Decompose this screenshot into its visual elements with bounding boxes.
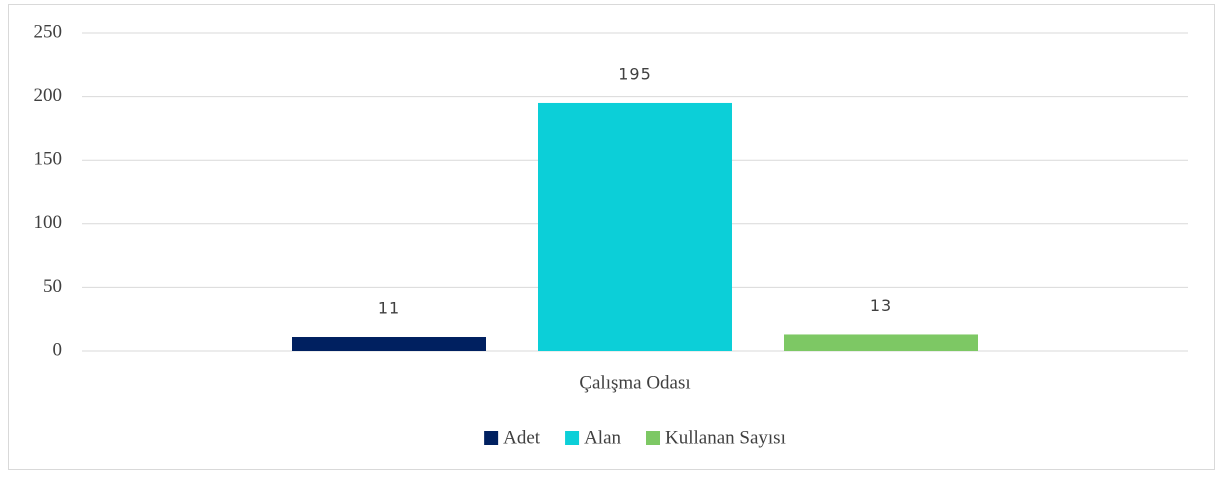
legend-marker <box>484 431 499 445</box>
legend-marker <box>646 431 661 445</box>
legend-marker <box>565 431 580 445</box>
y-tick-label: 100 <box>34 212 63 233</box>
y-tick-label: 150 <box>34 149 63 170</box>
data-label: 11 <box>378 299 400 318</box>
data-label: 195 <box>618 64 652 83</box>
legend-label: Adet <box>503 427 541 448</box>
data-label: 13 <box>870 296 892 315</box>
bar <box>538 102 732 352</box>
x-tick-label: Çalışma Odası <box>579 372 690 393</box>
y-tick-label: 250 <box>34 21 63 42</box>
bar <box>784 334 978 351</box>
legend-label: Kullanan Sayısı <box>665 427 786 448</box>
y-tick-label: 50 <box>43 276 62 297</box>
y-tick-label: 0 <box>53 339 63 360</box>
y-tick-label: 200 <box>34 85 63 106</box>
bar <box>292 337 486 351</box>
legend-label: Alan <box>584 427 621 448</box>
